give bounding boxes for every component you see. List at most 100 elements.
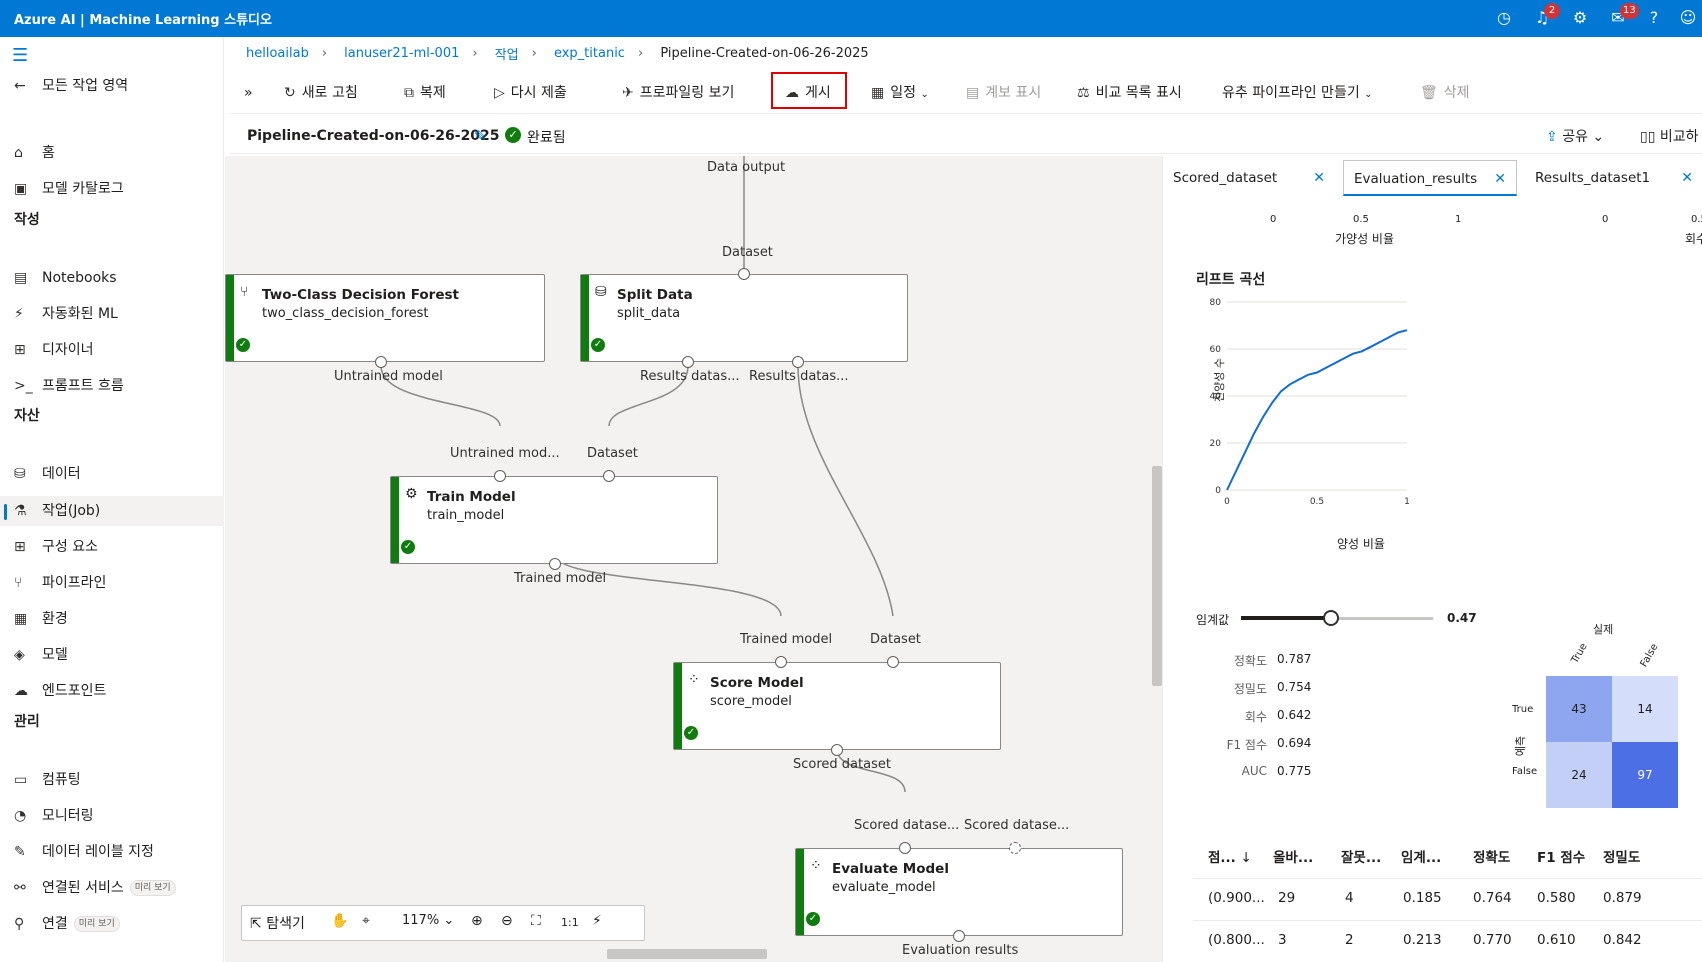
tab-scored-dataset[interactable]: Scored_dataset ✕ [1163, 160, 1335, 196]
port-split-out2[interactable] [792, 356, 804, 368]
table-header[interactable]: 점... ↓ [1208, 846, 1252, 866]
node-train-model[interactable]: ⚙ Train Model train_model ✓ [390, 476, 718, 564]
tab-evaluation-results[interactable]: Evaluation_results ✕ [1343, 160, 1517, 196]
feedback-icon[interactable]: ✉ 13 [1606, 3, 1639, 30]
sidebar-item-connected-services[interactable]: ⚯ 연결된 서비스 미리 보기 [0, 873, 224, 903]
port-train-out[interactable] [549, 558, 561, 570]
notification-icon[interactable]: ♫ 2 [1530, 3, 1560, 30]
port-train-in1[interactable] [494, 470, 506, 482]
resubmit-button[interactable]: ▷ 다시 제출 [494, 78, 567, 108]
vertical-scrollbar[interactable] [1152, 466, 1162, 686]
zoom-out-icon[interactable]: ⊖ [501, 913, 513, 929]
port-forest-out[interactable] [375, 356, 387, 368]
sidebar-item-connections[interactable]: ⚲ 연결 미리 보기 [0, 909, 224, 939]
table-header[interactable]: 올바... [1273, 850, 1314, 866]
refresh-button[interactable]: ↻ 새로 고침 [284, 78, 358, 108]
port-eval-in2[interactable] [1009, 842, 1021, 854]
hamburger-menu-icon[interactable]: ☰ [12, 45, 29, 66]
sidebar-item-automl[interactable]: ⚡ 자동화된 ML [0, 299, 224, 329]
node-score-model[interactable]: ⁘ Score Model score_model ✓ [673, 662, 1001, 750]
compare-label: 비교 목록 표시 [1095, 85, 1182, 101]
sidebar-item-promptflow[interactable]: >_ 프롬프트 흐름 [0, 371, 224, 401]
sidebar-item-models[interactable]: ◈ 모델 [0, 640, 224, 670]
auto-layout-icon[interactable]: ⚡ [592, 913, 602, 929]
zoom-in-icon[interactable]: ⊕ [471, 913, 483, 929]
lineage-label: 계보 표시 [985, 85, 1042, 101]
port-split-in[interactable] [738, 268, 750, 280]
chevron-right-icon: › [321, 46, 328, 61]
table-header[interactable]: F1 점수 [1537, 850, 1586, 866]
zoom-level-dropdown[interactable]: 117% ⌄ [402, 913, 454, 928]
close-icon[interactable]: ✕ [1494, 171, 1506, 187]
sidebar-item-notebooks[interactable]: ▤ Notebooks [0, 263, 224, 293]
sidebar-item-home[interactable]: ⌂ 홈 [0, 138, 224, 168]
table-header[interactable]: 임계... [1401, 850, 1442, 866]
status-bar: Pipeline-Created-on-06-26-2025 ✎ ✓ 완료됨 ⇪… [230, 118, 1702, 154]
horizontal-scrollbar[interactable] [607, 949, 767, 959]
breadcrumb-experiment[interactable]: exp_titanic [553, 46, 625, 61]
sidebar-item-data[interactable]: ⛁ 데이터 [0, 459, 224, 489]
table-header[interactable]: 정확도 [1473, 850, 1511, 866]
sidebar-item-pipelines[interactable]: ⑂ 파이프라인 [0, 568, 224, 598]
sidebar-item-compute[interactable]: ▭ 컴퓨팅 [0, 765, 224, 795]
compare-button[interactable]: ▯▯ 비교하 [1640, 126, 1699, 146]
port-split-out1[interactable] [682, 356, 694, 368]
help-icon[interactable]: ? [1649, 8, 1659, 27]
clone-button[interactable]: ⧉ 복제 [404, 78, 446, 108]
breadcrumb-jobs[interactable]: 작업 [494, 48, 519, 63]
port-score-in1[interactable] [775, 656, 787, 668]
port-eval-in1[interactable] [899, 842, 911, 854]
tab-label: Scored_dataset [1173, 170, 1278, 186]
select-tool-icon[interactable]: ⌖ [362, 913, 370, 929]
port-label-data-output: Data output [707, 160, 786, 175]
port-score-in2[interactable] [887, 656, 899, 668]
sidebar-item-catalog[interactable]: ▣ 모델 카탈로그 [0, 174, 224, 204]
hand-tool-icon[interactable]: ✋ [331, 913, 349, 929]
schedule-button[interactable]: ▦ 일정 ⌄ [871, 78, 929, 108]
pipeline-canvas[interactable]: Data output ⑂ Two-Class Decision Forest … [225, 156, 1162, 962]
expand-icon[interactable]: » [244, 85, 253, 101]
node-two-class-decision-forest[interactable]: ⑂ Two-Class Decision Forest two_class_de… [225, 274, 545, 362]
node-evaluate-model[interactable]: ⁘ Evaluate Model evaluate_model ✓ [795, 848, 1123, 936]
clock-icon[interactable]: ◷ [1497, 8, 1511, 27]
port-eval-out[interactable] [953, 930, 965, 942]
fit-screen-icon[interactable]: ⛶ [531, 913, 541, 929]
actual-size-icon[interactable]: 1:1 [561, 916, 579, 929]
check-icon: ✓ [591, 338, 605, 352]
sidebar-item-monitoring[interactable]: ◔ 모니터링 [0, 801, 224, 831]
metric-label: 정밀도 [1233, 682, 1267, 696]
edit-pencil-icon[interactable]: ✎ [474, 127, 487, 145]
sidebar-item-environments[interactable]: ▦ 환경 [0, 604, 224, 634]
breadcrumb-workspace[interactable]: helloailab [246, 46, 309, 61]
sidebar-item-back[interactable]: ← 모든 작업 영역 [0, 71, 224, 101]
tab-results-dataset1[interactable]: Results_dataset1 ✕ [1525, 160, 1702, 196]
publish-highlight [771, 72, 847, 109]
check-icon: ✓ [401, 540, 415, 554]
port-train-in2[interactable] [603, 470, 615, 482]
completed-check-icon: ✓ [505, 127, 521, 143]
gear-icon[interactable]: ⚙ [1572, 8, 1588, 27]
sidebar-item-endpoints[interactable]: ☁ 엔드포인트 [0, 676, 224, 706]
lift-ytick-label: 20 [1210, 439, 1222, 449]
sidebar-item-jobs[interactable]: ⚗ 작업(Job) [0, 496, 224, 526]
threshold-slider-thumb[interactable] [1323, 610, 1340, 626]
profiling-button[interactable]: ✈ 프로파일링 보기 [622, 78, 734, 108]
sidebar-item-labeling[interactable]: ✎ 데이터 레이블 지정 [0, 837, 224, 867]
threshold-label: 임계값 [1196, 613, 1230, 627]
smiley-icon[interactable]: ☺ [1679, 8, 1697, 27]
compare-list-button[interactable]: ⚖ 비교 목록 표시 [1077, 78, 1182, 108]
close-icon[interactable]: ✕ [1313, 170, 1325, 186]
inference-pipeline-button[interactable]: 유추 파이프라인 만들기 ⌄ [1222, 78, 1373, 108]
sidebar-item-components[interactable]: ⊞ 구성 요소 [0, 532, 224, 562]
table-header[interactable]: 잘못... [1341, 850, 1382, 866]
share-button[interactable]: ⇪ 공유 ⌄ [1546, 126, 1604, 146]
publish-button[interactable]: ☁ 게시 [785, 78, 831, 108]
close-icon[interactable]: ✕ [1681, 170, 1693, 186]
sidebar-item-label: 환경 [42, 611, 68, 627]
breadcrumb-resource[interactable]: lanuser21-ml-001 [344, 46, 460, 61]
explorer-button[interactable]: ⇱ 탐색기 [250, 913, 305, 933]
table-header[interactable]: 정밀도 [1603, 850, 1641, 866]
sidebar-item-designer[interactable]: ⊞ 디자이너 [0, 335, 224, 365]
node-split-data[interactable]: ⛁ Split Data split_data ✓ [580, 274, 908, 362]
port-score-out[interactable] [831, 744, 843, 756]
